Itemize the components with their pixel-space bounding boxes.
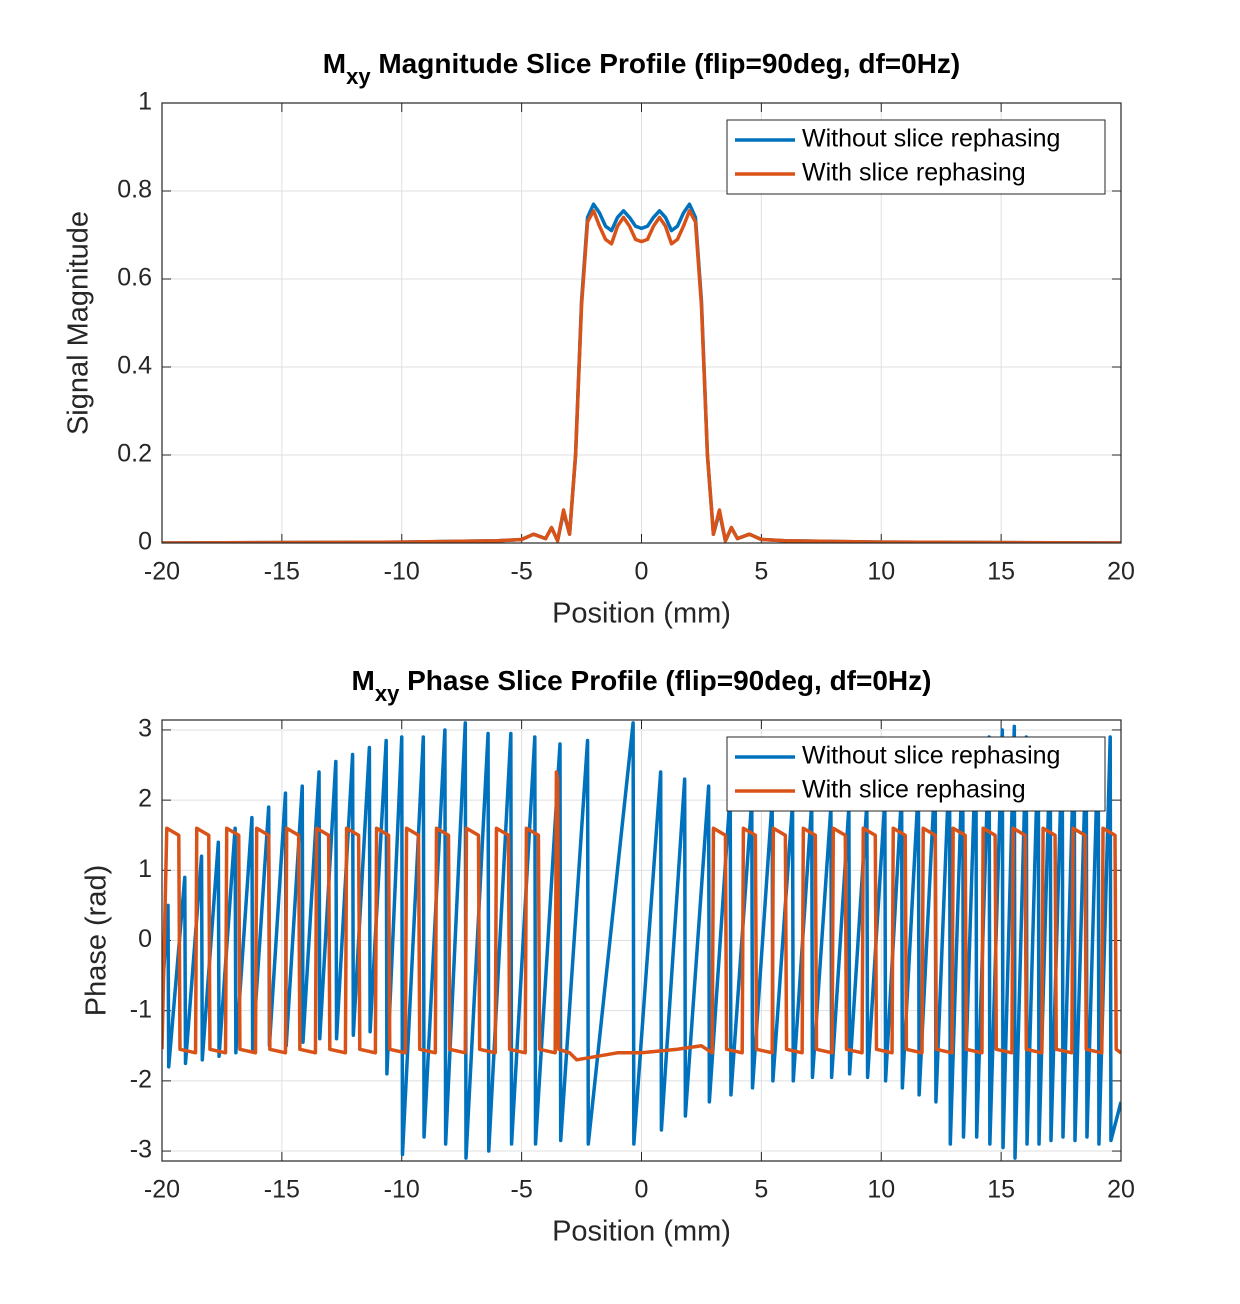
y-tick-label: 0 — [138, 925, 152, 953]
y-tick-label: 1 — [138, 88, 152, 116]
x-tick-label: 5 — [754, 1176, 768, 1204]
legend-label: Without slice rephasing — [802, 742, 1060, 770]
line-series — [162, 770, 1121, 1062]
x-tick-label: 20 — [1107, 1176, 1135, 1204]
x-axis-label: Position (mm) — [552, 1216, 731, 1248]
y-tick-label: 0.6 — [117, 264, 152, 292]
y-axis-label: Signal Magnitude — [63, 211, 95, 435]
title-sub: xy — [375, 681, 400, 706]
x-tick-label: -10 — [384, 558, 420, 586]
x-tick-label: 0 — [635, 1176, 649, 1204]
x-tick-label: 15 — [987, 558, 1015, 586]
legend-label: Without slice rephasing — [802, 125, 1060, 153]
y-tick-label: 0 — [138, 528, 152, 556]
x-tick-label: -10 — [384, 1176, 420, 1204]
x-tick-label: 10 — [867, 1176, 895, 1204]
x-tick-label: -5 — [511, 1176, 533, 1204]
line-series — [162, 209, 1121, 543]
legend-box — [726, 119, 1106, 195]
y-tick-label: 0.8 — [117, 176, 152, 204]
y-tick-label: 2 — [138, 785, 152, 813]
y-tick-label: 0.4 — [117, 352, 152, 380]
legend-label: With slice rephasing — [802, 159, 1026, 187]
title-main: M — [352, 665, 375, 696]
y-tick-label: -2 — [130, 1065, 152, 1093]
x-tick-label: -20 — [144, 558, 180, 586]
chart-title: Mxy Magnitude Slice Profile (flip=90deg,… — [323, 48, 960, 88]
x-tick-label: -20 — [144, 1176, 180, 1204]
title-sub: xy — [346, 64, 371, 89]
x-tick-label: -15 — [264, 558, 300, 586]
axes-box — [161, 102, 1122, 544]
x-tick-label: -5 — [511, 558, 533, 586]
y-tick-label: -3 — [130, 1136, 152, 1164]
y-tick-label: 0.2 — [117, 440, 152, 468]
x-tick-label: 15 — [987, 1176, 1015, 1204]
title-rest: Phase Slice Profile (flip=90deg, df=0Hz) — [399, 665, 931, 696]
x-tick-label: -15 — [264, 1176, 300, 1204]
y-tick-label: 3 — [138, 715, 152, 743]
title-rest: Magnitude Slice Profile (flip=90deg, df=… — [371, 48, 961, 79]
legend-label: With slice rephasing — [802, 776, 1026, 804]
x-tick-label: 10 — [867, 558, 895, 586]
chart-title: Mxy Phase Slice Profile (flip=90deg, df=… — [352, 665, 932, 705]
x-axis-label: Position (mm) — [552, 598, 731, 630]
legend-box — [726, 736, 1106, 812]
y-axis-label: Phase (rad) — [81, 865, 113, 1017]
x-tick-label: 0 — [635, 558, 649, 586]
y-tick-label: -1 — [130, 995, 152, 1023]
x-tick-label: 5 — [754, 558, 768, 586]
x-tick-label: 20 — [1107, 558, 1135, 586]
y-tick-label: 1 — [138, 855, 152, 883]
axes-box — [161, 719, 1122, 1162]
title-main: M — [323, 48, 346, 79]
